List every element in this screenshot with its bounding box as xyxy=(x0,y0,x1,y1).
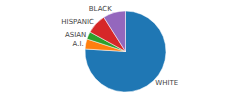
svg-text:ASIAN: ASIAN xyxy=(65,31,86,39)
svg-text:WHITE: WHITE xyxy=(155,79,178,87)
svg-text:BLACK: BLACK xyxy=(89,5,112,13)
svg-text:A.I.: A.I. xyxy=(73,40,84,48)
svg-text:HISPANIC: HISPANIC xyxy=(61,18,94,26)
